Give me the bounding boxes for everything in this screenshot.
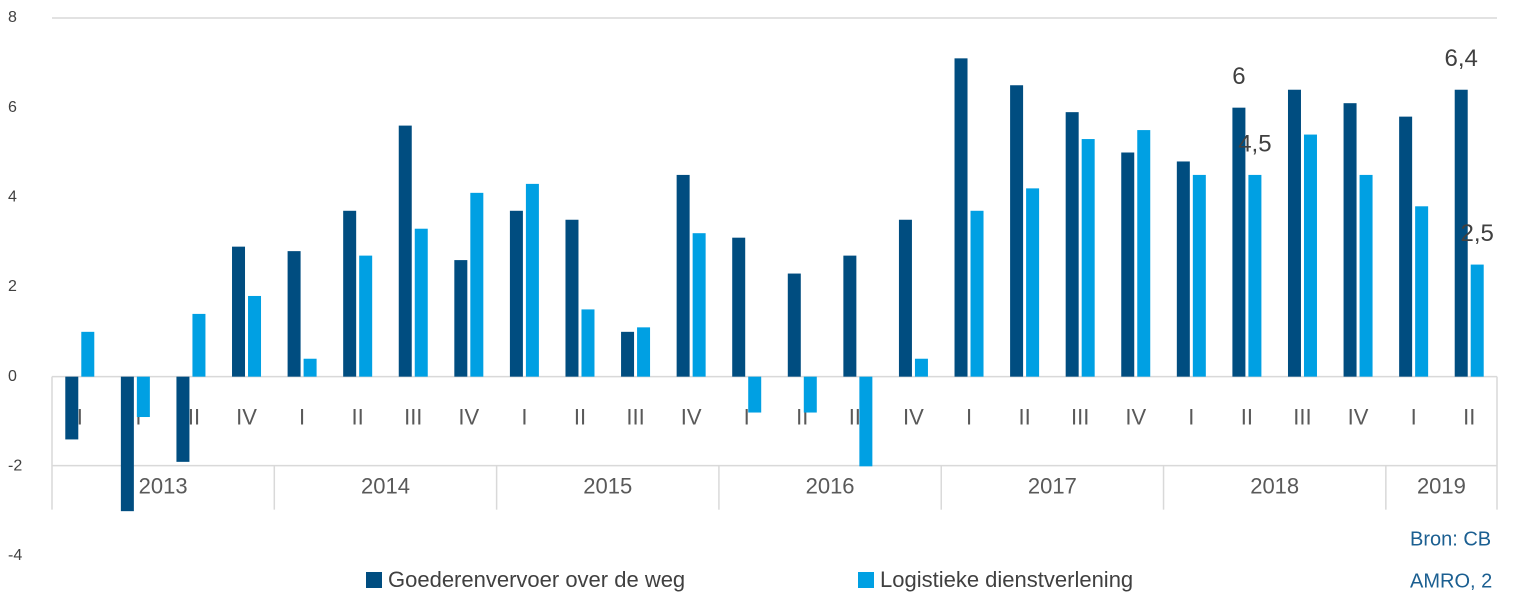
bar xyxy=(470,192,484,377)
bar xyxy=(859,376,873,467)
bar xyxy=(621,331,635,377)
x-tick-label: III xyxy=(1293,404,1311,429)
bar xyxy=(454,260,468,377)
bar xyxy=(1343,103,1357,377)
bar xyxy=(303,358,317,377)
bar xyxy=(359,255,373,377)
data-label: 4,5 xyxy=(1238,130,1271,157)
bar xyxy=(343,210,357,377)
bar xyxy=(748,376,762,413)
source-line: AMRO, 2 xyxy=(1410,570,1492,592)
bar xyxy=(509,210,523,377)
legend-swatch xyxy=(858,572,874,588)
source-line: Bron: CB xyxy=(1410,528,1491,550)
bar xyxy=(192,313,206,377)
x-tick-label: II xyxy=(1018,404,1030,429)
x-tick-label: I xyxy=(77,404,83,429)
group-label: 2019 xyxy=(1417,473,1466,498)
bar xyxy=(232,246,246,377)
x-tick-label: IV xyxy=(236,404,257,429)
x-tick-label: IV xyxy=(1125,404,1146,429)
x-tick-label: IV xyxy=(903,404,924,429)
y-tick-label: 2 xyxy=(8,278,17,295)
bar xyxy=(1248,174,1262,377)
group-label: 2014 xyxy=(361,473,410,498)
legend-label: Goederenvervoer over de weg xyxy=(388,567,685,592)
bar xyxy=(954,58,968,377)
y-tick-label: -4 xyxy=(8,547,22,564)
x-tick-label: III xyxy=(404,404,422,429)
group-label: 2013 xyxy=(139,473,188,498)
bar xyxy=(803,376,817,413)
y-tick-label: 0 xyxy=(8,368,17,385)
data-label: 2,5 xyxy=(1461,220,1494,247)
data-label: 6,4 xyxy=(1445,45,1478,72)
group-label: 2017 xyxy=(1028,473,1077,498)
bar xyxy=(1359,174,1373,377)
group-label: 2018 xyxy=(1250,473,1299,498)
bar xyxy=(1176,161,1190,377)
bar xyxy=(1470,264,1484,377)
x-tick-label: I xyxy=(521,404,527,429)
bar xyxy=(248,295,262,377)
bar xyxy=(398,125,412,377)
bar xyxy=(287,251,301,377)
bar xyxy=(1232,107,1246,377)
bar xyxy=(787,273,801,377)
bar xyxy=(81,331,95,377)
x-tick-label: IV xyxy=(458,404,479,429)
x-tick-label: IV xyxy=(1348,404,1369,429)
bar xyxy=(1192,174,1206,377)
x-tick-label: I xyxy=(966,404,972,429)
bar xyxy=(1026,188,1040,377)
bar xyxy=(692,233,706,377)
bar xyxy=(581,309,595,377)
y-tick-label: -2 xyxy=(8,458,22,475)
x-tick-label: II xyxy=(352,404,364,429)
x-tick-label: I xyxy=(1411,404,1417,429)
y-tick-label: 4 xyxy=(8,189,17,206)
legend-label: Logistieke dienstverlening xyxy=(880,567,1133,592)
bar xyxy=(1287,89,1301,377)
bar xyxy=(898,219,912,377)
bar xyxy=(1415,206,1429,377)
x-tick-label: I xyxy=(299,404,305,429)
bar xyxy=(970,210,984,377)
x-tick-label: II xyxy=(574,404,586,429)
x-tick-label: I xyxy=(744,404,750,429)
bar xyxy=(1121,152,1135,377)
group-label: 2016 xyxy=(806,473,855,498)
data-label: 6 xyxy=(1232,63,1245,90)
legend-swatch xyxy=(366,572,382,588)
y-tick-label: 6 xyxy=(8,99,17,116)
bar xyxy=(1399,116,1413,377)
x-tick-label: III xyxy=(1071,404,1089,429)
bar xyxy=(176,376,190,462)
bar xyxy=(732,237,746,377)
y-tick-label: 8 xyxy=(8,9,17,26)
bar xyxy=(414,228,428,377)
bar xyxy=(914,358,928,377)
bar xyxy=(136,376,150,418)
bar xyxy=(1081,139,1095,377)
bar xyxy=(1454,89,1468,377)
x-tick-label: I xyxy=(1188,404,1194,429)
x-tick-label: II xyxy=(1463,404,1475,429)
bar xyxy=(120,376,134,512)
bar xyxy=(1303,134,1317,377)
bar xyxy=(1065,112,1079,377)
x-tick-label: III xyxy=(626,404,644,429)
bar xyxy=(637,327,651,377)
bar xyxy=(1137,130,1151,377)
bar xyxy=(525,183,539,377)
bar xyxy=(843,255,857,377)
group-label: 2015 xyxy=(583,473,632,498)
bar xyxy=(1010,85,1024,377)
x-tick-label: II xyxy=(1241,404,1253,429)
bar xyxy=(65,376,79,440)
x-tick-label: IV xyxy=(681,404,702,429)
bar xyxy=(565,219,579,377)
bar xyxy=(676,174,690,377)
